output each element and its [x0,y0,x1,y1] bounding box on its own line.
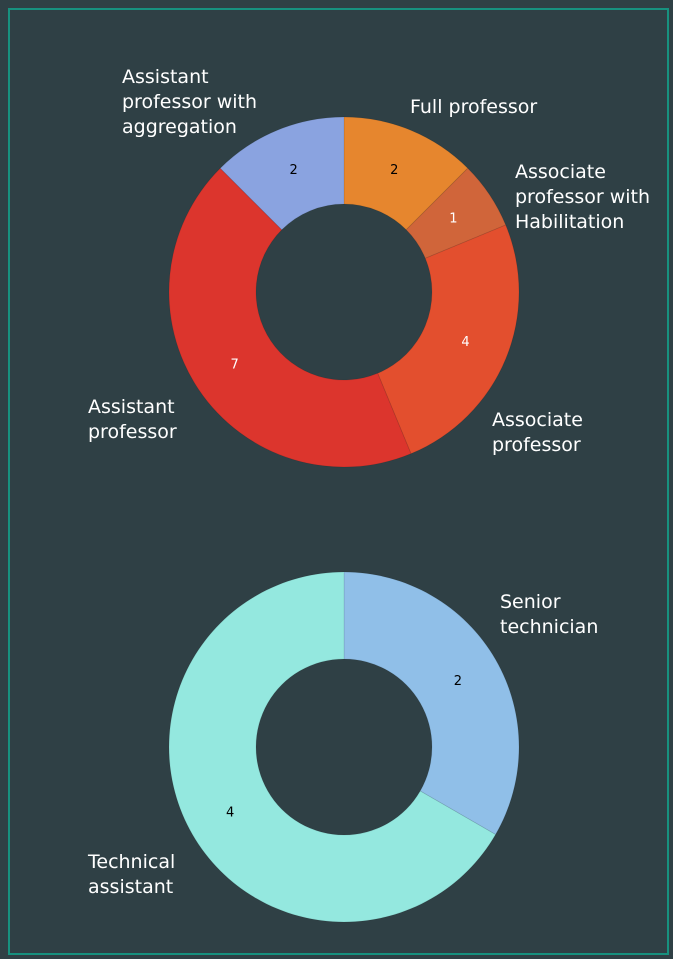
value-label: 1 [449,211,457,226]
donut-slice [343,116,469,231]
value-label: 7 [231,358,239,373]
category-label: Associate professor [492,409,583,456]
donut-slice [168,167,412,468]
donut-slice [405,167,507,259]
category-label: Assistant professor with aggregation [122,66,258,138]
category-label: Full professor [410,96,538,118]
value-label: 2 [290,163,298,178]
donut-slice [168,571,497,923]
donut-slice [377,224,520,455]
value-label: 2 [390,163,398,178]
donut-slice [343,571,520,836]
value-label: 4 [461,335,469,350]
frame [8,8,669,955]
value-label: 4 [226,805,234,820]
category-label: Senior technician [500,591,599,638]
donut-slice [219,116,345,231]
value-label: 2 [454,674,462,689]
category-label: Assistant professor [88,396,177,443]
category-label: Technical assistant [88,851,176,898]
category-label: Associate professor with Habilitation [515,161,651,233]
